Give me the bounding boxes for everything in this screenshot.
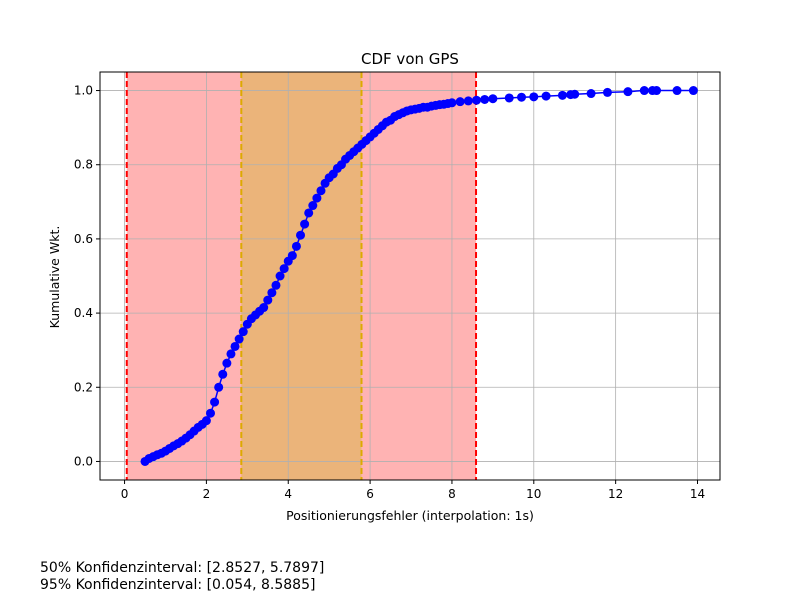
data-point (201, 416, 211, 426)
axis-ticks: 0 2 4 6 8 10 12 14 0.0 0.2 0.4 0.6 0.8 1.0 (74, 84, 705, 501)
y-tick-label: 0.2 (74, 380, 93, 394)
confidence-interval-95-note: 95% Konfidenzinterval: [0.054, 8.5885] (40, 577, 316, 593)
y-tick-label: 1.0 (74, 84, 93, 98)
y-tick-label: 0.0 (74, 454, 93, 468)
data-point (296, 230, 306, 240)
data-point (234, 334, 244, 344)
data-point (312, 193, 322, 203)
data-point (517, 92, 527, 102)
data-point (570, 89, 580, 99)
data-point (639, 86, 649, 96)
data-point (230, 341, 240, 351)
y-tick-label: 0.8 (74, 158, 93, 172)
x-tick-label: 14 (690, 487, 705, 501)
y-axis-label: Kumulative Wkt. (47, 226, 62, 329)
x-tick-label: 6 (366, 487, 374, 501)
x-tick-label: 0 (121, 487, 129, 501)
data-point (463, 96, 473, 106)
x-tick-label: 8 (448, 487, 456, 501)
y-tick-label: 0.6 (74, 232, 93, 246)
data-point (287, 251, 297, 261)
axes-frame (99, 71, 721, 481)
cdf-series (140, 86, 698, 466)
data-point (267, 288, 277, 298)
data-point (238, 327, 248, 337)
data-point (602, 87, 612, 97)
x-tick-label: 10 (526, 487, 541, 501)
data-point (222, 358, 232, 368)
confidence-interval-50-note: 50% Konfidenzinterval: [2.8527, 5.7897] (40, 560, 325, 576)
confidence-band-50 (241, 72, 362, 480)
x-tick-label: 12 (608, 487, 623, 501)
data-point (218, 369, 228, 379)
data-point (275, 271, 285, 281)
data-point (259, 303, 269, 313)
data-point (623, 87, 633, 97)
data-point (210, 397, 220, 407)
data-point (214, 382, 224, 392)
confidence-bands (126, 72, 477, 480)
data-point (504, 93, 514, 103)
data-point (455, 97, 465, 107)
data-point (672, 86, 682, 96)
data-point (586, 89, 596, 99)
data-point (308, 201, 318, 211)
data-point (205, 408, 215, 418)
data-point (263, 295, 273, 305)
data-point (271, 280, 281, 290)
x-tick-label: 4 (284, 487, 292, 501)
data-point (291, 241, 301, 251)
axes-border (99, 71, 721, 481)
chart-title: CDF von GPS (361, 50, 459, 68)
cdf-chart: 0 2 4 6 8 10 12 14 0.0 0.2 0.4 0.6 0.8 1.0 CDF von GP… (47, 50, 721, 523)
data-point (316, 186, 326, 196)
data-point (447, 98, 457, 108)
data-point (472, 95, 482, 105)
x-axis-label: Positionierungsfehler (interpolation: 1s… (286, 508, 534, 523)
data-point (529, 92, 539, 102)
x-tick-label: 2 (203, 487, 211, 501)
data-point (688, 86, 698, 96)
data-point (488, 94, 498, 104)
y-tick-label: 0.4 (74, 306, 93, 320)
data-point (480, 94, 490, 104)
grid-lines (100, 72, 720, 480)
data-point (226, 349, 236, 359)
data-point (652, 86, 662, 96)
data-point (557, 90, 567, 100)
data-point (300, 219, 310, 229)
data-point (304, 208, 314, 218)
data-point (541, 91, 551, 101)
data-point (279, 264, 289, 274)
